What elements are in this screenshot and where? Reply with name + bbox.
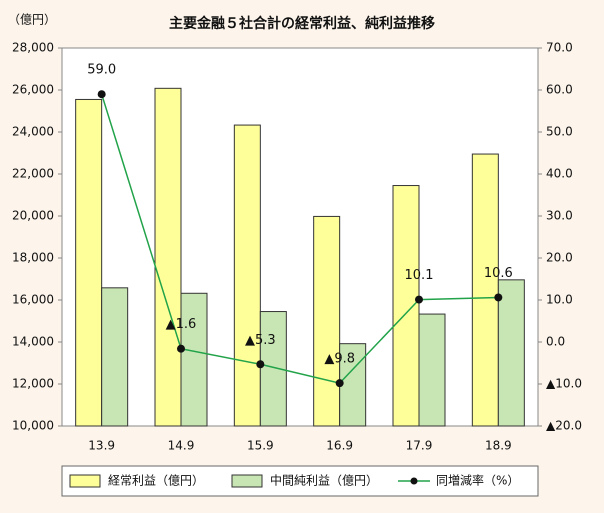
bar [392, 185, 420, 427]
x-tick-label: 14.9 [168, 439, 195, 453]
value-label: 10.1 [405, 268, 434, 283]
bar [154, 87, 182, 427]
value-label: 10.6 [484, 266, 513, 281]
bar [497, 279, 525, 427]
point [494, 293, 503, 302]
x-tick-label: 15.9 [247, 439, 274, 453]
value-label: ▲9.8 [324, 352, 355, 367]
x-tick-label: 16.9 [326, 439, 353, 453]
y2-tick-label: 30.0 [546, 209, 573, 223]
y2-tick-label: ▲10.0 [546, 377, 582, 391]
y-tick-label: 12,000 [12, 377, 54, 391]
value-label: ▲5.3 [245, 333, 276, 348]
bar [233, 124, 261, 427]
y2-tick-label: 70.0 [546, 41, 573, 55]
y2-tick-label: 50.0 [546, 125, 573, 139]
point [335, 379, 344, 388]
y2-tick-label: 10.0 [546, 293, 573, 307]
value-label: ▲1.6 [166, 317, 197, 332]
point [415, 295, 423, 304]
y-tick-label: 28,000 [12, 41, 54, 55]
x-tick-label: 17.9 [406, 439, 433, 453]
bar [75, 98, 103, 427]
y-tick-label: 26,000 [12, 83, 54, 97]
legend-swatch [231, 474, 263, 488]
value-label: 59.0 [87, 63, 116, 78]
legend-label: 同増減率（%） [436, 473, 519, 488]
y2-tick-label: 20.0 [546, 251, 573, 265]
line [100, 93, 499, 384]
bar [313, 215, 341, 427]
y-tick-label: 16,000 [12, 293, 54, 307]
y-tick-label: 18,000 [12, 251, 54, 265]
point [97, 90, 106, 99]
y-tick-label: 24,000 [12, 125, 54, 139]
x-tick-label: 18.9 [485, 439, 512, 453]
y2-tick-label: 40.0 [546, 167, 573, 181]
bar [101, 287, 129, 427]
plot-area [61, 47, 539, 427]
y-tick-label: 10,000 [12, 419, 54, 433]
y2-tick-label: 60.0 [546, 83, 573, 97]
legend-label: 中間純利益（億円） [270, 473, 378, 488]
y-tick-label: 14,000 [12, 335, 54, 349]
y-tick-label: 22,000 [12, 167, 54, 181]
chart-title: 主要金融５社合計の経常利益、純利益推移 [169, 15, 435, 32]
y-tick-label: 20,000 [12, 209, 54, 223]
bar [418, 313, 446, 427]
y-unit: （億円） [8, 13, 56, 27]
legend-swatch [410, 477, 418, 485]
bar [180, 292, 208, 427]
legend [61, 465, 539, 497]
legend-label: 経常利益（億円） [108, 474, 204, 488]
bar [471, 153, 499, 427]
y2-tick-label: ▲20.0 [546, 419, 582, 433]
point [256, 360, 265, 369]
x-tick-label: 13.9 [88, 439, 115, 453]
point [177, 344, 185, 353]
y2-tick-label: 0.0 [546, 335, 565, 349]
legend-swatch [69, 474, 101, 488]
